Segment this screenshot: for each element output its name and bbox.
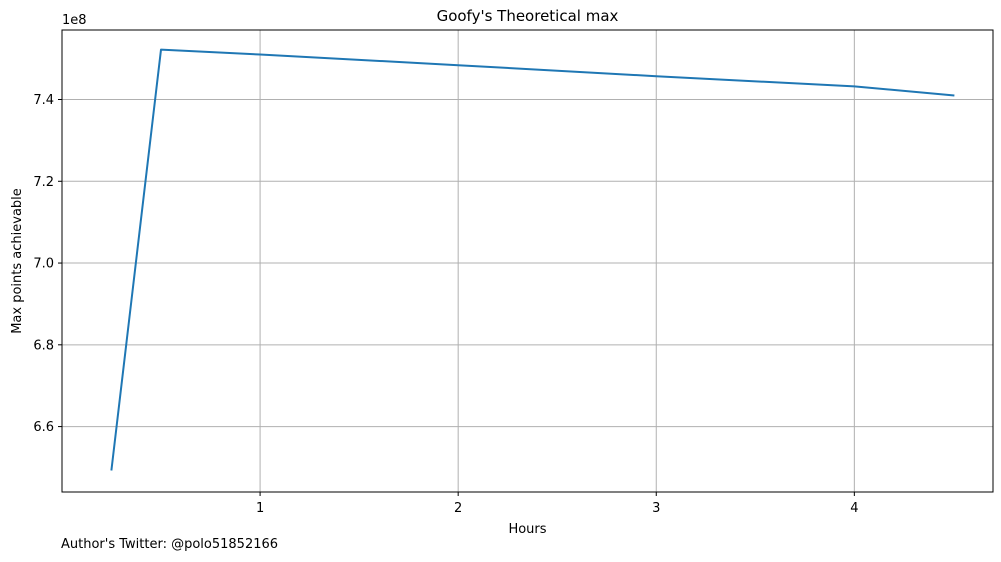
series-line [110,48,955,471]
author-footnote: Author's Twitter: @polo51852166 [61,537,279,552]
x-axis-label: Hours [508,522,546,537]
y-tick-label: 7.4 [33,93,54,108]
y-tick-label: 6.8 [33,338,54,353]
y-tick-label: 7.2 [33,175,54,190]
ticks: 1 2 3 4 6.6 6.8 7.0 7.2 7.4 [33,93,858,516]
x-tick-label: 2 [454,501,462,516]
y-tick-label: 7.0 [33,257,54,272]
chart-title: Goofy's Theoretical max [437,7,619,25]
plot-frame [61,29,994,493]
series-group [110,48,955,471]
y-tick-label: 6.6 [33,420,54,435]
grid [62,30,993,492]
x-tick-label: 4 [850,501,858,516]
y-axis-label: Max points achievable [10,188,25,334]
x-tick-label: 3 [652,501,660,516]
x-tick-label: 1 [256,501,264,516]
y-offset-label: 1e8 [62,13,87,28]
